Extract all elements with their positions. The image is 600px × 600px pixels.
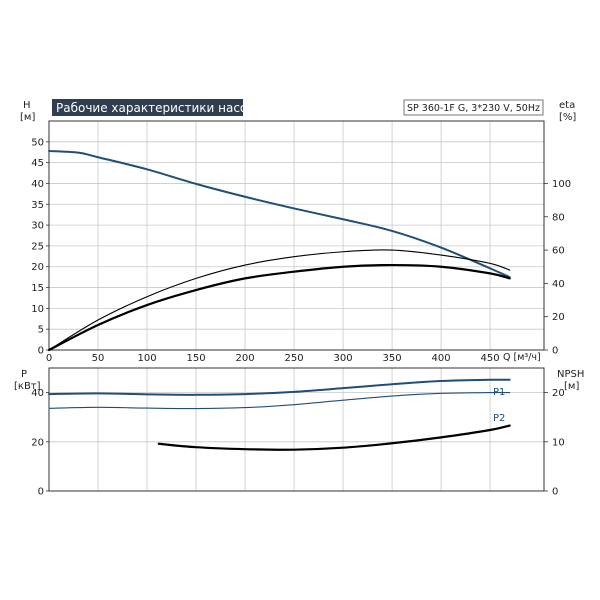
x-axis-tick-labels: 0 50 100 150 200 250 300 350 400 450	[46, 353, 500, 364]
x-tick-label: 200	[235, 353, 254, 364]
head-curve	[48, 149, 511, 279]
x-tick-label: 50	[92, 353, 105, 364]
bottom-panel-series	[48, 378, 511, 451]
power-curve-p2	[48, 391, 511, 410]
y2-tick-label: 0	[552, 346, 558, 357]
y2-tick-label: 20	[552, 388, 565, 399]
y-tick-label: 0	[38, 346, 44, 357]
chart-subtitle: SP 360-1F G, 3*230 V, 50Hz	[407, 103, 540, 114]
y2-axis-unit-eta: [%]	[559, 112, 576, 123]
chart-title-box: Рабочие характеристики насоса	[52, 99, 261, 116]
x-tick-label: 100	[137, 353, 156, 364]
x-tick-label: 300	[334, 353, 353, 364]
npsh-curve	[157, 424, 511, 451]
top-left-tick-labels: 0 5 10 15 20 25 30 35 40 45 50	[31, 137, 49, 357]
y2-tick-label: 80	[552, 212, 565, 223]
x-tick-label: 150	[186, 353, 205, 364]
y2-axis-unit-npsh: [м]	[564, 381, 579, 392]
y-tick-label: 5	[38, 325, 44, 336]
y-axis-name-head: H	[23, 100, 31, 111]
y2-tick-label: 100	[552, 179, 571, 190]
bottom-panel-frame	[48, 367, 545, 492]
power-curve-p1	[48, 378, 511, 396]
bottom-left-tick-labels: 0 20 40	[31, 388, 49, 498]
head-eta-panel: Рабочие характеристики насоса SP 360-1F …	[20, 99, 576, 364]
y-axis-unit-head: [м]	[20, 112, 35, 123]
y-tick-label: 15	[31, 283, 44, 294]
y2-tick-label: 20	[552, 312, 565, 323]
y-axis-unit-power: [кВт]	[14, 381, 41, 392]
y-tick-label: 0	[38, 487, 44, 498]
x-tick-label: 350	[383, 353, 402, 364]
y-tick-label: 35	[31, 200, 44, 211]
y2-axis-name-npsh: NPSH	[557, 369, 584, 380]
y2-axis-name-eta: eta	[559, 100, 575, 111]
y2-tick-label: 60	[552, 246, 565, 257]
bottom-right-tick-labels: 0 10 20	[544, 388, 565, 498]
y2-tick-label: 40	[552, 279, 565, 290]
eta-curve-lower	[47, 263, 511, 352]
x-tick-label: 400	[432, 353, 451, 364]
y-tick-label: 20	[31, 262, 44, 273]
top-panel-series	[47, 149, 511, 352]
chart-title: Рабочие характеристики насоса	[56, 101, 261, 115]
y-tick-label: 25	[31, 241, 44, 252]
y-axis-name-power: P	[21, 369, 27, 380]
top-panel-frame	[48, 120, 545, 351]
chart-title-background	[52, 99, 243, 116]
chart-subtitle-border	[403, 99, 544, 116]
x-tick-label: 250	[285, 353, 304, 364]
power-npsh-panel: P [кВт] NPSH [м] 0 20 40 0 10 20 P1 P2	[14, 367, 584, 498]
y2-tick-label: 10	[552, 437, 565, 448]
x-tick-label: 0	[46, 353, 52, 364]
series-label-p2: P2	[493, 413, 505, 424]
y2-tick-label: 0	[552, 487, 558, 498]
x-tick-label: 450	[481, 353, 500, 364]
eta-curve-upper	[48, 249, 511, 351]
y-tick-label: 45	[31, 158, 44, 169]
top-panel-grid	[49, 121, 544, 350]
y-tick-label: 40	[31, 179, 44, 190]
y-tick-label: 20	[31, 437, 44, 448]
y-tick-label: 40	[31, 388, 44, 399]
y-tick-label: 50	[31, 137, 44, 148]
chart-subtitle-box: SP 360-1F G, 3*230 V, 50Hz	[403, 99, 544, 116]
x-axis-label: Q [м³/ч]	[503, 352, 541, 363]
y-tick-label: 30	[31, 221, 44, 232]
top-right-tick-labels: 0 20 40 60 80 100	[544, 179, 571, 357]
series-label-p1: P1	[493, 387, 505, 398]
y-tick-label: 10	[31, 304, 44, 315]
